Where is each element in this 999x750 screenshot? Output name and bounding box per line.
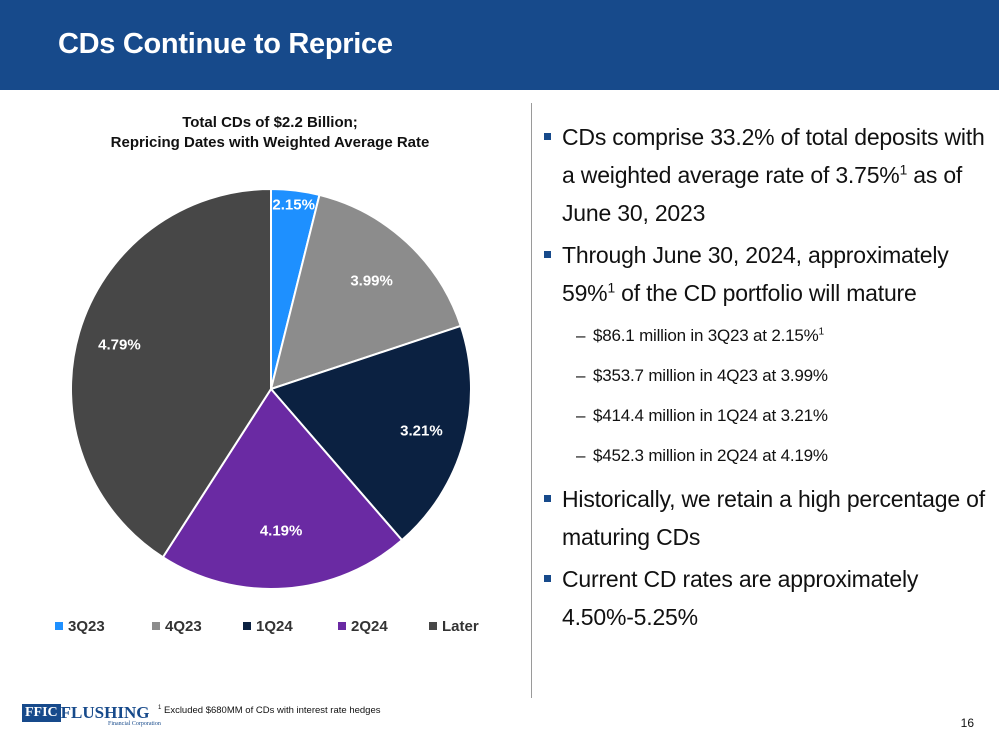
legend-swatch-icon xyxy=(429,622,437,631)
data-label-3q23: 2.15% xyxy=(272,196,315,213)
pie-slice-2q24 xyxy=(161,387,404,590)
legend-item-2q24: 2Q24 xyxy=(338,618,388,635)
chart-title-line-1: Total CDs of $2.2 Billion; xyxy=(182,114,358,131)
legend-item-later: Later xyxy=(429,618,479,635)
square-bullet-icon xyxy=(544,495,551,502)
bullet-text: Through June 30, 2024, approximately 59% xyxy=(562,242,949,306)
data-label-2q24: 4.19% xyxy=(260,523,303,540)
dash-icon: – xyxy=(576,366,586,385)
legend-swatch-icon xyxy=(338,622,346,631)
header-bar: CDs Continue to Reprice xyxy=(0,0,999,90)
bullet-item: CDs comprise 33.2% of total deposits wit… xyxy=(543,118,993,232)
logo-box: FFIC xyxy=(22,704,61,722)
dash-icon: – xyxy=(576,446,586,465)
dash-icon: – xyxy=(576,406,586,425)
bullet-item: Historically, we retain a high percentag… xyxy=(543,480,993,556)
pie-slice-1q24 xyxy=(269,324,472,542)
bullet-item: Current CD rates are approximately 4.50%… xyxy=(543,560,993,636)
legend-swatch-icon xyxy=(55,622,63,631)
pie-slice-later xyxy=(70,187,272,559)
bullet-text: of the CD portfolio will mature xyxy=(614,280,917,306)
legend-label: 3Q23 xyxy=(68,618,105,635)
chart-title: Total CDs of $2.2 Billion; Repricing Dat… xyxy=(60,113,480,153)
footnote-text: Excluded $680MM of CDs with interest rat… xyxy=(163,705,381,716)
square-bullet-icon xyxy=(544,133,551,140)
legend-label: 1Q24 xyxy=(256,618,293,635)
bullet-list: CDs comprise 33.2% of total deposits wit… xyxy=(543,118,993,640)
footnote-mark: 1 xyxy=(158,704,162,711)
footnote: 1 Excluded $680MM of CDs with interest r… xyxy=(158,705,380,716)
legend-label: 4Q23 xyxy=(165,618,202,635)
bullet-text: Historically, we retain a high percentag… xyxy=(562,486,985,550)
bullet-text: as of June 30, 2023 xyxy=(562,162,963,226)
square-bullet-icon xyxy=(544,251,551,258)
sub-bullet-text: $414.4 million in 1Q24 at 3.21% xyxy=(593,406,828,425)
legend-swatch-icon xyxy=(243,622,251,631)
legend-item-1q24: 1Q24 xyxy=(243,618,293,635)
sub-bullet-item: – $86.1 million in 3Q23 at 2.15%1 xyxy=(543,316,993,356)
sub-bullet-text: $452.3 million in 2Q24 at 4.19% xyxy=(593,446,828,465)
footnote-ref: 1 xyxy=(607,280,615,296)
page-number: 16 xyxy=(960,716,974,730)
page-title: CDs Continue to Reprice xyxy=(58,28,393,60)
pie-slice-4q23 xyxy=(269,193,463,391)
footnote-ref: 1 xyxy=(899,162,908,178)
legend-item-4q23: 4Q23 xyxy=(152,618,202,635)
legend-label: 2Q24 xyxy=(351,618,388,635)
data-label-1q24: 3.21% xyxy=(400,422,443,439)
logo-subtitle: Financial Corporation xyxy=(108,721,161,727)
sub-bullet-item: – $414.4 million in 1Q24 at 3.21% xyxy=(543,396,993,436)
sub-bullet-item: – $353.7 million in 4Q23 at 3.99% xyxy=(543,356,993,396)
data-label-later: 4.79% xyxy=(98,337,141,354)
company-logo: FFIC FLUSHING Financial Corporation xyxy=(22,703,161,727)
chart-title-line-2: Repricing Dates with Weighted Average Ra… xyxy=(110,134,430,151)
bullet-text: Current CD rates are approximately 4.50%… xyxy=(562,566,919,630)
sub-bullet-text: $353.7 million in 4Q23 at 3.99% xyxy=(593,366,828,385)
footnote-ref: 1 xyxy=(818,326,825,338)
logo-word: FLUSHING xyxy=(60,703,150,722)
chart-legend: 3Q23 4Q23 1Q24 2Q24 Later xyxy=(55,618,495,638)
vertical-divider xyxy=(531,103,532,698)
sub-bullet-text: $86.1 million in 3Q23 at 2.15% xyxy=(593,326,819,345)
legend-label: Later xyxy=(442,618,479,635)
bullet-text: CDs comprise 33.2% of total deposits wit… xyxy=(562,124,985,188)
dash-icon: – xyxy=(576,326,586,345)
data-label-4q23: 3.99% xyxy=(350,272,393,289)
square-bullet-icon xyxy=(544,575,551,582)
legend-item-3q23: 3Q23 xyxy=(55,618,105,635)
bullet-item: Through June 30, 2024, approximately 59%… xyxy=(543,236,993,312)
legend-swatch-icon xyxy=(152,622,160,631)
sub-bullet-item: – $452.3 million in 2Q24 at 4.19% xyxy=(543,436,993,476)
